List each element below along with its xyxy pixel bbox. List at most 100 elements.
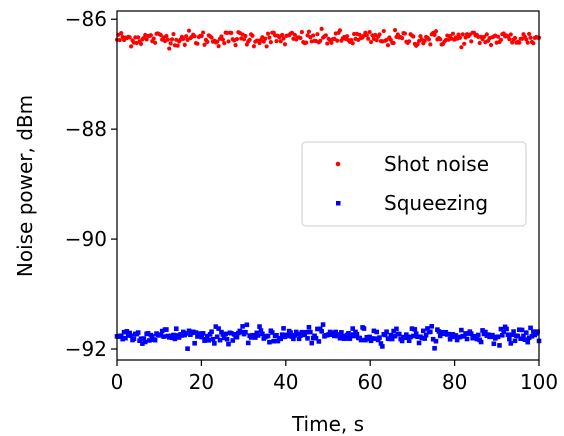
point-squeezing [461,333,467,339]
legend-label-shot-noise: Shot noise [384,152,489,176]
point-squeezing [161,334,166,339]
point-shot-noise [138,41,144,46]
point-shot-noise [247,37,252,42]
point-squeezing [190,329,196,335]
point-squeezing [377,335,382,340]
point-squeezing [483,329,488,335]
point-squeezing [419,335,425,341]
point-shot-noise [438,37,443,42]
y-axis-label: Noise power, dBm [13,95,37,277]
point-squeezing [413,331,419,336]
point-squeezing [518,336,523,342]
point-squeezing [179,333,185,338]
point-squeezing [402,335,408,341]
point-squeezing [192,340,197,346]
point-squeezing [245,340,251,346]
point-squeezing [463,331,468,336]
point-shot-noise [215,39,220,44]
point-shot-noise [202,42,207,47]
point-squeezing [200,331,206,336]
point-squeezing [253,335,258,340]
point-squeezing [529,334,535,339]
point-shot-noise [460,32,465,37]
x-axis-label: Time, s [291,412,364,436]
point-squeezing [244,322,250,328]
point-shot-noise [329,40,334,45]
point-squeezing [219,329,224,335]
point-squeezing [209,329,214,334]
point-shot-noise [148,33,153,38]
point-shot-noise [368,39,374,45]
point-squeezing [185,346,190,351]
point-squeezing [223,331,228,337]
point-squeezing [348,332,354,337]
point-shot-noise [311,33,316,38]
point-shot-noise [350,41,355,46]
point-shot-noise [399,36,405,41]
point-shot-noise [153,40,158,45]
point-squeezing [142,339,148,345]
point-shot-noise [136,35,141,40]
point-shot-noise [158,32,163,38]
point-squeezing [275,338,281,344]
point-squeezing [464,336,470,342]
point-shot-noise [484,32,489,37]
point-squeezing [501,329,507,334]
point-squeezing [312,333,317,339]
point-squeezing [315,326,320,332]
point-shot-noise [175,43,180,48]
point-squeezing [278,336,284,342]
point-squeezing [436,329,442,334]
point-shot-noise [462,41,467,46]
point-squeezing [206,338,212,343]
point-squeezing [292,333,298,338]
point-squeezing [125,333,131,338]
point-squeezing [430,336,436,342]
point-squeezing [140,341,145,346]
point-squeezing [309,340,315,346]
point-squeezing [508,341,514,346]
point-shot-noise [127,35,132,40]
point-squeezing [120,336,125,342]
point-shot-noise [488,42,494,48]
point-shot-noise [418,34,423,39]
point-squeezing [291,336,296,342]
point-squeezing [183,331,189,336]
point-shot-noise [117,37,122,43]
point-squeezing [468,331,474,336]
point-squeezing [145,331,151,336]
point-squeezing [490,332,495,338]
point-squeezing [339,330,344,335]
point-squeezing [214,334,220,340]
point-squeezing [504,326,509,332]
y-axis-ticks: −86 −88 −90 −92 [65,7,117,361]
point-shot-noise [517,40,522,45]
point-shot-noise [251,44,257,49]
point-squeezing [332,333,337,339]
point-squeezing [526,335,532,341]
point-shot-noise [171,31,176,37]
point-squeezing [296,336,302,342]
point-squeezing [181,329,186,335]
legend-label-squeezing: Squeezing [384,191,488,215]
point-squeezing [336,332,341,337]
point-shot-noise [226,39,231,44]
point-squeezing [412,327,418,332]
point-squeezing [230,338,236,343]
point-squeezing [347,336,353,341]
point-shot-noise [381,28,386,34]
point-shot-noise [265,31,271,36]
point-shot-noise [392,28,398,33]
point-squeezing [265,333,271,339]
point-squeezing [298,333,303,338]
point-squeezing [269,330,275,335]
point-squeezing [516,327,522,333]
point-shot-noise [267,35,272,40]
point-shot-noise [495,34,501,39]
point-shot-noise [229,30,234,35]
x-tick-label: 0 [111,370,124,394]
point-squeezing [509,332,515,338]
x-tick-label: 60 [357,370,382,394]
legend-marker-shot-noise [335,161,341,167]
point-squeezing [519,327,525,333]
